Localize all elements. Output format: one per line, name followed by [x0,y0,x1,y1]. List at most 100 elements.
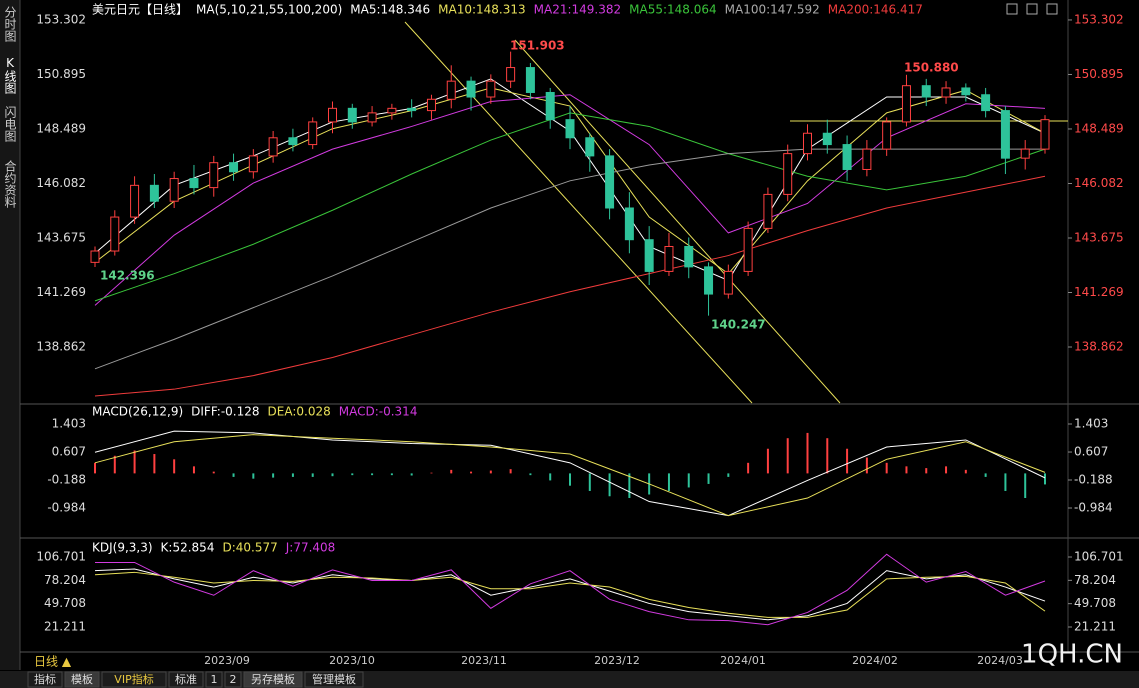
candle-body [506,67,516,82]
icon[interactable] [1026,3,1038,15]
tab-label[interactable]: 模板 [71,672,93,686]
x-tick-label: 2024/03 [977,654,1023,667]
tab[interactable] [224,671,242,688]
tab-label[interactable]: 指标 [34,672,56,686]
candle-body [288,137,298,146]
candle-body [842,144,852,170]
candle-body [882,121,892,150]
legend-entry: MACD(26,12,9) [92,405,183,419]
y-tick-label-right: 143.675 [1074,231,1124,245]
y-tick-label: 138.862 [36,340,86,354]
price-annotation: 142.396 [100,269,155,283]
price-annotation: 150.880 [904,61,959,75]
sidebar-tab[interactable]: 合约资料 [3,159,17,208]
y-tick-label-right: 106.701 [1074,550,1124,564]
x-tick-label: 2024/01 [720,654,766,667]
tab-label[interactable]: 1 [211,673,218,686]
tab-label[interactable]: VIP指标 [114,672,153,686]
tab[interactable] [27,671,63,688]
tab[interactable] [304,671,364,688]
indicator-line [94,430,1046,517]
candle-body [525,67,535,93]
y-tick-label: 106.701 [36,550,86,564]
candle-body [822,132,832,146]
legend-entry: MACD:-0.314 [339,405,418,419]
tab-label[interactable]: 标准 [175,672,197,686]
tab-label[interactable]: 管理模板 [312,672,356,686]
icon[interactable] [1006,3,1018,15]
candle-body [347,107,357,123]
y-tick-label-right: 49.708 [1074,596,1116,610]
candle-body [941,87,951,98]
tab-label[interactable]: 2 [230,673,237,686]
tab[interactable] [168,671,204,688]
candle-body [961,87,971,96]
candle-body [466,80,476,98]
y-tick-label-right: 1.403 [1074,417,1108,431]
tab-label[interactable]: 另存模板 [251,672,295,686]
y-tick-label-right: 78.204 [1074,573,1116,587]
legend-entry: D:40.577 [222,541,277,555]
y-tick-label-right: -0.984 [1074,501,1113,515]
candle-body [1000,110,1010,159]
y-tick-label: 78.204 [44,573,86,587]
y-tick-label-right: -0.188 [1074,472,1113,486]
sidebar-tab[interactable]: 分时图 [3,6,17,42]
legend-entry: KDJ(9,3,3) [92,541,153,555]
sidebar-tab[interactable]: K线图 [3,56,17,94]
candle-body [229,162,239,173]
legend-entry: MA5:148.346 [350,3,430,17]
candle-body [981,94,991,112]
candle-body [585,137,595,157]
x-tick-label: 2023/11 [461,654,507,667]
indicator-line [94,434,1046,517]
candle-body [644,239,654,272]
tab[interactable] [205,671,223,688]
candle-body [1040,119,1050,150]
candle-body [387,107,397,114]
sidebar-tab[interactable]: 闪电图 [3,106,17,142]
candle-body [783,153,793,195]
candle-body [862,148,872,170]
watermark: 1QH.CN [1021,640,1123,670]
tab[interactable] [101,671,167,688]
price-annotation: 140.247 [711,318,766,332]
legend-entry: MA200:146.417 [828,3,923,17]
x-tick-label: 2024/02 [852,654,898,667]
candle-body [209,162,219,189]
candle-body [149,184,159,202]
tab[interactable] [64,671,100,688]
candle-body [664,245,674,272]
candle-body [90,250,100,263]
candle-body [308,121,318,146]
toolbar-icons[interactable] [1006,3,1058,15]
candle-body [803,132,812,155]
x-tick-label: 2023/12 [594,654,640,667]
candle-body [248,155,258,173]
legend-entry: MA(5,10,21,55,100,200) [196,3,342,17]
tab[interactable] [243,671,303,688]
trendline [514,39,841,404]
icon[interactable] [1046,3,1058,15]
legend-entry: MA21:149.382 [534,3,622,17]
y-tick-label: 49.708 [44,596,86,610]
candle-body [169,178,179,202]
sidebar [0,0,20,670]
legend-entry: MA10:148.313 [438,3,526,17]
candle-body [486,80,496,98]
candle-body [268,137,278,157]
period-label[interactable]: 日线 ▲ [34,655,72,669]
y-tick-label-right: 146.082 [1074,176,1124,190]
candle-body [407,107,417,112]
y-tick-label-right: 21.211 [1074,619,1116,633]
indicator-line [94,571,1046,618]
y-tick-label-right: 148.489 [1074,121,1124,135]
indicator-line [95,553,1046,626]
candle-body [901,85,911,123]
candle-body [130,184,140,218]
candle-body [189,178,199,189]
candle-body [605,155,615,209]
x-tick-label: 2023/09 [204,654,250,667]
candle-body [367,112,377,123]
legend-entry: J:77.408 [285,541,336,555]
